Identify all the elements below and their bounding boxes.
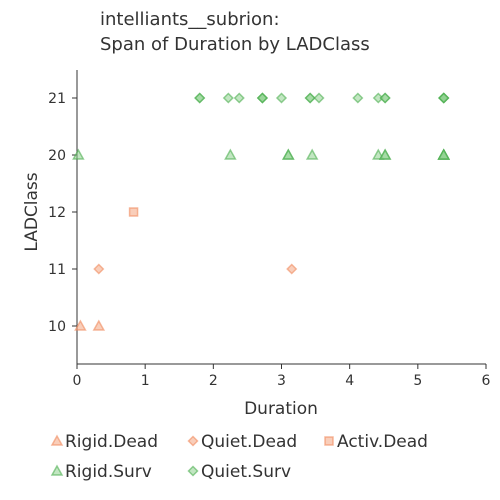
data-point	[286, 263, 298, 275]
y-tick-label: 20	[48, 148, 66, 164]
chart-subtitle-line: Span of Duration by LADClass	[100, 34, 370, 55]
data-point	[74, 319, 87, 331]
legend-label: Activ.Dead	[337, 432, 428, 452]
data-point	[379, 92, 391, 104]
legend-label: Rigid.Surv	[65, 462, 152, 482]
data-point	[224, 148, 237, 160]
legend-item: Rigid.Surv	[50, 462, 152, 482]
x-tick-label: 0	[73, 373, 82, 389]
legend-square-icon	[324, 436, 334, 446]
legend-diamond-icon	[187, 435, 199, 447]
data-point	[222, 92, 234, 104]
legend-item: Activ.Dead	[324, 432, 428, 452]
y-tick-label: 21	[48, 91, 66, 107]
x-axis-label: Duration	[244, 399, 318, 419]
data-point	[305, 148, 319, 160]
series-rigid-dead	[74, 319, 106, 331]
chart-title: intelliants__subrion: Span of Duration b…	[100, 9, 370, 55]
data-point	[304, 92, 316, 104]
legend-triangle-icon	[50, 434, 64, 446]
y-tick-label: 12	[48, 205, 66, 221]
data-point	[92, 319, 106, 331]
legend-item: Rigid.Dead	[50, 432, 158, 452]
data-point	[72, 148, 85, 160]
data-point	[275, 92, 288, 104]
x-tick-label: 1	[141, 373, 150, 389]
data-point	[352, 92, 364, 104]
y-tick-label: 11	[48, 262, 66, 278]
legend-item: Quiet.Surv	[187, 462, 291, 482]
legend-item: Quiet.Dead	[187, 432, 297, 452]
legend-label: Quiet.Surv	[201, 462, 291, 482]
data-point	[93, 263, 105, 275]
legend-triangle-icon	[50, 464, 64, 476]
x-tick-label: 2	[209, 373, 218, 389]
x-tick-label: 6	[482, 373, 491, 389]
x-tick-label: 5	[413, 373, 422, 389]
data-point	[438, 92, 450, 104]
y-axis-label: LADClass	[22, 172, 42, 251]
series-activ-dead	[128, 207, 139, 217]
data-point	[256, 92, 268, 104]
data-point	[233, 92, 245, 104]
legend-label: Quiet.Dead	[201, 432, 297, 452]
data-points	[72, 92, 451, 331]
data-point	[378, 148, 392, 160]
data-point	[128, 207, 139, 217]
legend-diamond-icon	[187, 465, 199, 477]
series-quiet-surv	[194, 92, 450, 104]
y-tick-label: 10	[48, 319, 66, 335]
chart-title-line: intelliants__subrion:	[100, 9, 280, 30]
data-point	[313, 92, 325, 104]
series-rigid-surv	[72, 148, 451, 160]
x-tick-label: 3	[277, 373, 286, 389]
data-point	[282, 148, 295, 160]
series-quiet-dead	[93, 263, 298, 275]
data-point	[194, 92, 206, 104]
legend-label: Rigid.Dead	[65, 432, 158, 452]
legend: Rigid.Dead Quiet.Dead Activ.Dead Rigid.Surv…	[50, 432, 428, 482]
data-point	[437, 148, 451, 160]
x-tick-label: 4	[345, 373, 354, 389]
